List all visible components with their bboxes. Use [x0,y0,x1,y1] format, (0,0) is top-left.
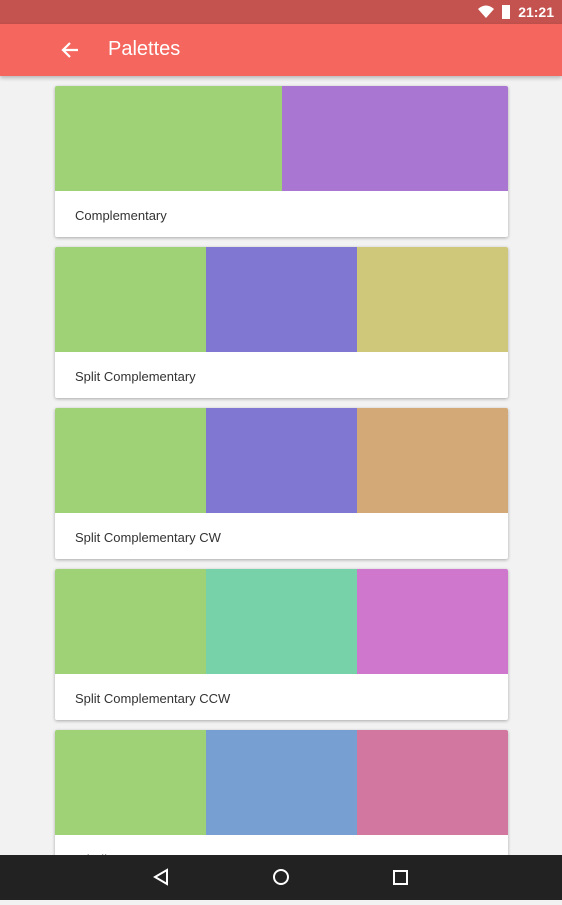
swatch [357,247,508,352]
palette-name: Complementary [75,208,167,223]
swatch [357,730,508,835]
swatch [357,408,508,513]
palette-card[interactable]: Split Complementary [55,247,508,398]
back-button[interactable] [60,40,80,60]
palette-name: Split Complementary [75,369,196,384]
swatch-row [55,86,508,191]
nav-icons [153,868,408,886]
nav-back[interactable] [153,868,168,886]
swatch [357,569,508,674]
swatch-row [55,247,508,352]
nav-home[interactable] [273,869,289,885]
status-bar: 21:21 [0,0,562,24]
palette-name: Split Complementary CW [75,530,221,545]
swatch [206,247,357,352]
swatch [281,86,508,191]
swatch [55,247,206,352]
swatch [55,569,206,674]
swatch [55,86,282,191]
swatch [55,408,206,513]
app-title: Palettes [108,38,181,60]
clock: 21:21 [518,4,554,20]
palette-card[interactable]: Split Complementary CW [55,408,508,559]
nav-recents[interactable] [393,870,408,885]
nav-bar [0,855,562,900]
swatch-row [55,408,508,513]
swatch [206,730,357,835]
palette-name: Split Complementary CCW [75,691,231,706]
swatch [55,730,206,835]
swatch [206,408,357,513]
palette-list: Complementary Split Complementary Split Co… [0,76,562,855]
status-icons [478,5,510,19]
palette-card[interactable]: Split Complementary CCW [55,569,508,720]
app-bar: Palettes [0,24,562,76]
palette-card[interactable]: Triadic [55,730,508,855]
swatch-row [55,730,508,835]
palette-name: Triadic [75,852,114,855]
palette-card[interactable]: Complementary [55,86,508,237]
swatch-row [55,569,508,674]
swatch [206,569,357,674]
